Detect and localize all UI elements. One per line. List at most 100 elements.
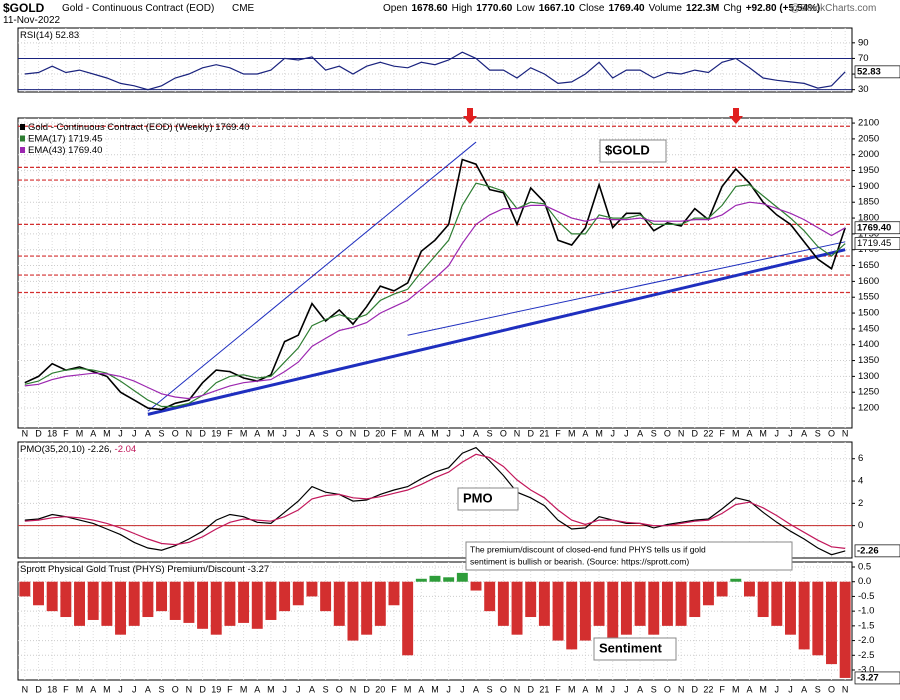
x-tick-label: J	[446, 428, 451, 438]
x-tick-label: A	[582, 684, 588, 694]
x-tick-label: S	[651, 428, 657, 438]
panel-title-name: PMO(35,20,10)	[20, 444, 85, 455]
x-tick-label: A	[746, 684, 752, 694]
last-value: 1769.40	[857, 222, 891, 233]
x-tick-label: J	[460, 428, 465, 438]
x-tick-label: D	[363, 684, 370, 694]
value-box	[854, 65, 900, 79]
quote-value: 122.3M	[685, 3, 720, 14]
x-tick-label: J	[788, 428, 793, 438]
legend-name: Gold - Continuous Contract (EOD) (Weekly…	[28, 122, 213, 133]
y-tick-label: 0.0	[858, 576, 871, 587]
bar	[661, 581, 673, 626]
x-tick-label: J	[296, 684, 301, 694]
x-tick-label: O	[828, 684, 835, 694]
annotation-box	[593, 637, 677, 661]
x-tick-label: M	[404, 684, 412, 694]
panel-title-name: RSI(14)	[20, 30, 53, 41]
y-tick-label: 4	[858, 476, 863, 487]
bar	[388, 581, 400, 606]
x-tick-label: M	[759, 428, 767, 438]
bar	[470, 581, 482, 591]
x-tick-label: J	[118, 684, 123, 694]
bar	[648, 581, 660, 635]
x-tick-label: D	[692, 428, 699, 438]
x-tick-label: 20	[375, 428, 385, 438]
x-tick-label: 18	[47, 428, 57, 438]
x-tick-label: S	[159, 428, 165, 438]
x-tick-label: M	[759, 684, 767, 694]
x-tick-label: J	[296, 428, 301, 438]
panel-frame	[17, 117, 853, 429]
panel-title-value: 52.83	[55, 30, 79, 41]
x-tick-label: A	[254, 684, 260, 694]
x-tick-label: M	[595, 428, 603, 438]
x-tick-label: A	[145, 428, 151, 438]
y-tick-label: 1400	[858, 339, 879, 350]
x-tick-label: J	[446, 684, 451, 694]
x-tick-label: S	[323, 684, 329, 694]
bar	[210, 581, 222, 635]
bar	[415, 578, 427, 582]
x-tick-label: A	[145, 684, 151, 694]
y-tick-label: 6	[858, 453, 863, 464]
bar	[757, 581, 769, 618]
x-tick-label: F	[555, 684, 561, 694]
x-tick-label: N	[22, 428, 29, 438]
y-tick-label: 2000	[858, 149, 879, 160]
bar	[402, 581, 414, 656]
panel-title: PMO(35,20,10) -2.26, -2.04	[20, 444, 136, 455]
x-tick-label: M	[240, 684, 248, 694]
x-tick-label: O	[500, 428, 507, 438]
x-tick-label: J	[460, 684, 465, 694]
bar	[839, 581, 851, 678]
x-tick-label: A	[473, 428, 479, 438]
note-box	[465, 541, 793, 571]
x-tick-label: S	[651, 684, 657, 694]
bar	[826, 581, 837, 665]
value-box	[854, 237, 900, 250]
panel-title-value: -2.04	[115, 444, 137, 455]
annotation: $GOLD	[605, 142, 650, 157]
x-tick-label: D	[527, 428, 534, 438]
legend-swatch	[20, 135, 25, 142]
x-tick-label: S	[159, 684, 165, 694]
x-tick-label: O	[664, 684, 671, 694]
x-tick-label: A	[582, 428, 588, 438]
legend-value: 1769.40	[68, 145, 102, 156]
bar	[238, 581, 250, 623]
x-tick-label: F	[227, 684, 233, 694]
date: 11-Nov-2022	[3, 15, 61, 26]
x-tick-label: M	[240, 428, 248, 438]
y-tick-label: 1300	[858, 371, 879, 382]
value-box	[854, 221, 900, 235]
x-tick-label: D	[199, 684, 206, 694]
legend-label: Gold - Continuous Contract (EOD) (Weekly…	[28, 122, 250, 133]
x-tick-label: M	[103, 428, 111, 438]
x-tick-label: J	[282, 428, 287, 438]
y-tick-label: 1950	[858, 165, 879, 176]
x-tick-label: F	[63, 684, 69, 694]
last-value: 52.83	[857, 66, 881, 77]
bar	[579, 581, 591, 641]
x-tick-label: 22	[703, 684, 713, 694]
value-box	[854, 671, 900, 685]
bar	[197, 581, 209, 629]
panel-title: RSI(14) 52.83	[20, 30, 79, 41]
bar	[812, 581, 824, 656]
x-tick-label: A	[801, 684, 807, 694]
x-tick-label: A	[473, 684, 479, 694]
y-tick-label: 1850	[858, 197, 879, 208]
bar	[552, 581, 564, 641]
y-tick-label: 1650	[858, 260, 879, 271]
trendline	[147, 141, 477, 412]
quote-label: Chg	[723, 3, 742, 14]
x-tick-label: N	[514, 428, 521, 438]
bar	[128, 581, 140, 626]
bar	[33, 581, 44, 606]
x-tick-label: S	[323, 428, 329, 438]
x-tick-label: J	[775, 684, 780, 694]
series-line	[24, 453, 846, 549]
